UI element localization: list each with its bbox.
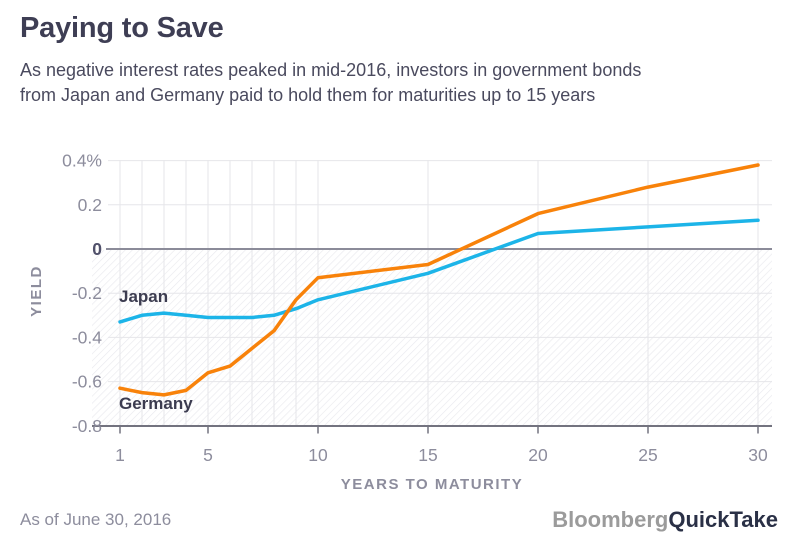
y-axis-tick-label: 0.2 <box>78 195 102 215</box>
x-axis-title: YEARS TO MATURITY <box>340 476 524 493</box>
y-axis-tick-label: -0.8 <box>72 416 102 436</box>
brand-quicktake: QuickTake <box>668 507 778 532</box>
line-germany <box>118 163 760 397</box>
subtitle-line-2: from Japan and Germany paid to hold them… <box>20 85 596 105</box>
series-label-germany: Germany <box>119 394 193 413</box>
brand-bloomberg: Bloomberg <box>552 507 669 532</box>
x-axis-tick-label: 10 <box>308 445 328 465</box>
chart-subtitle: As negative interest rates peaked in mid… <box>20 58 641 108</box>
axes <box>92 248 772 434</box>
y-axis-tick-label: -0.4 <box>72 327 102 347</box>
y-axis-tick-label: -0.6 <box>72 372 102 392</box>
page-title: Paying to Save <box>20 12 224 44</box>
as-of-date: As of June 30, 2016 <box>20 510 172 529</box>
bloomberg-quicktake-logo: BloombergQuickTake <box>552 507 778 533</box>
subtitle-line-1: As negative interest rates peaked in mid… <box>20 60 642 80</box>
y-axis-tick-label: -0.2 <box>72 283 102 303</box>
x-axis-tick-label: 20 <box>528 445 548 465</box>
x-axis-tick-label: 25 <box>638 445 657 465</box>
y-axis-tick-label: 0.4% <box>62 151 102 171</box>
y-axis-title: YIELD <box>28 265 45 317</box>
tick-labels: 0.4%0.20-0.2-0.4-0.6-0.81 5 10 15 20 25 30 <box>62 151 768 465</box>
data-series-lines <box>118 163 760 397</box>
x-axis-tick-label: 5 <box>203 445 213 465</box>
line-japan <box>118 218 760 324</box>
x-axis-tick-label: 1 <box>115 445 125 465</box>
x-axis-tick-label: 30 <box>748 445 768 465</box>
y-axis-tick-label: 0 <box>92 239 102 259</box>
series-label-japan: Japan <box>119 287 169 306</box>
x-axis-tick-label: 15 <box>418 445 437 465</box>
gridlines <box>108 160 772 425</box>
